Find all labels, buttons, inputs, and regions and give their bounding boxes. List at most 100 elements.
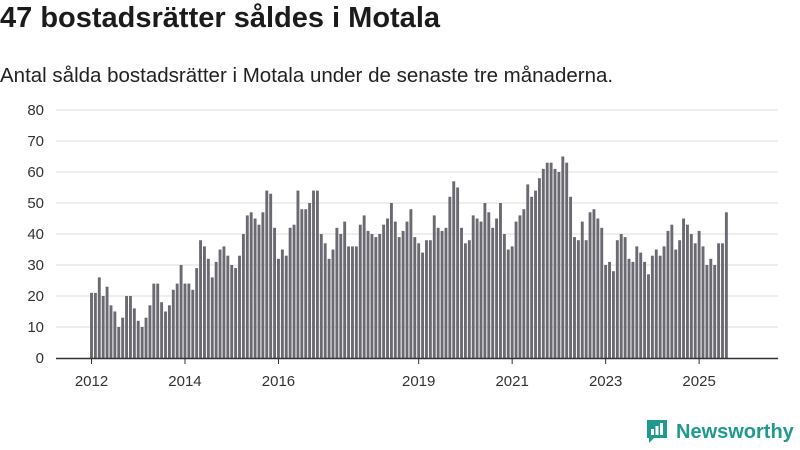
bar [619,234,623,358]
bar [218,249,222,358]
bar [397,237,401,358]
bar [300,209,304,358]
bar [354,246,358,358]
bar [296,190,300,358]
bar [393,221,397,358]
highlight-value-label: 47 [726,0,743,4]
bar [530,196,534,358]
bar [685,224,689,358]
y-tick-label: 60 [27,164,44,181]
bar [588,212,592,358]
bar [425,240,428,358]
bar [417,243,421,358]
bar [495,218,499,358]
bar [463,243,467,358]
y-tick-label: 70 [27,133,44,150]
bar [611,271,615,358]
y-tick-label: 10 [27,319,44,336]
bar [549,162,553,358]
bar [421,252,425,358]
bar [565,162,569,358]
bar [366,230,370,358]
bar [347,246,351,358]
bar [245,215,249,358]
bar [374,237,378,358]
bar [444,227,448,358]
y-tick-label: 20 [27,288,44,305]
bar [705,265,709,358]
bar [378,234,382,358]
chart-title: 47 bostadsrätter såldes i Motala [0,2,440,34]
bar [600,227,604,358]
bar [156,283,160,358]
bar [631,261,635,358]
bar [343,221,347,358]
bar [413,237,417,358]
bar [639,252,643,358]
bar [129,296,132,358]
bar [273,227,277,358]
bar [389,203,393,358]
bar [187,283,191,358]
bar [171,289,175,358]
bar [534,190,537,358]
y-tick-label: 40 [27,226,44,243]
bar [592,209,596,358]
bar [304,209,308,358]
bar [175,283,179,358]
bar [93,292,97,358]
bar [526,184,530,358]
bar [460,227,463,358]
bar [428,240,432,358]
bar [553,168,557,358]
bar [623,237,627,358]
bar [709,258,713,358]
bar [724,212,728,358]
x-tick-label: 2019 [402,373,435,390]
bar [382,224,386,358]
bar [315,190,319,358]
bar [253,218,257,358]
bar [456,187,460,358]
bar [230,265,234,358]
bar [238,255,241,358]
bar [693,243,697,358]
bar [545,162,549,358]
bar [121,317,125,358]
bar [627,258,631,358]
bar [199,240,203,358]
bar [721,243,724,358]
bar [541,168,545,358]
bar [358,224,362,358]
x-tick-label: 2016 [262,373,295,390]
bar [510,246,514,358]
bar [596,218,600,358]
bar [308,203,312,358]
bar [615,240,619,358]
bar [440,230,444,358]
bar [682,218,685,358]
bar [561,156,565,358]
newsworthy-logo-icon [647,420,667,443]
bar [97,277,101,358]
bar [658,255,662,358]
bar [717,243,721,358]
bar [284,255,288,358]
bar [506,249,510,358]
bar [164,311,167,358]
x-tick-label: 2025 [682,373,715,390]
bar [713,265,717,358]
bar [148,305,152,358]
bar [280,249,284,358]
bar [518,215,522,358]
bar [167,305,171,358]
bar [132,308,136,358]
bar [471,215,475,358]
newsworthy-logo[interactable]: Newsworthy [645,419,794,445]
bar [405,221,409,358]
bar [647,274,650,358]
bar [257,224,261,358]
y-axis-ticks: 0 10 20 30 40 50 60 70 80 [27,102,44,367]
chart-subtitle: Antal sålda bostadsrätter i Motala under… [0,64,614,87]
bar [261,212,265,358]
